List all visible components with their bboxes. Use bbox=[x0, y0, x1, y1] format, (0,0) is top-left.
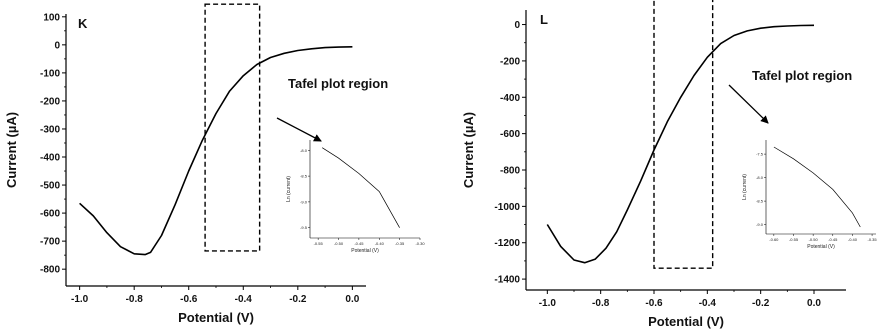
tafel-region-box bbox=[653, 0, 714, 269]
y-tick-label: -1400 bbox=[494, 275, 520, 286]
inset-y-tick-label: -7.5 bbox=[756, 152, 764, 157]
x-tick-label: -1.0 bbox=[71, 294, 89, 305]
x-axis-label: Potential (V) bbox=[648, 314, 724, 329]
y-axis-label: Current (µA) bbox=[461, 112, 476, 188]
x-tick-label: -0.6 bbox=[180, 294, 198, 305]
inset-y-axis-label: Ln (current) bbox=[286, 176, 292, 202]
x-tick-label: 0.0 bbox=[345, 294, 359, 305]
y-tick-label: -800 bbox=[500, 166, 520, 177]
y-tick-label: -500 bbox=[40, 181, 60, 192]
inset-x-tick-label: -0.30 bbox=[415, 241, 425, 246]
x-tick-label: -0.8 bbox=[126, 294, 144, 305]
inset-y-tick-label: -8.5 bbox=[300, 174, 308, 179]
inset-x-tick-label: -0.55 bbox=[314, 241, 324, 246]
inset-x-tick-label: -0.60 bbox=[769, 237, 779, 242]
inset-y-tick-label: -8.0 bbox=[756, 175, 764, 180]
inset-y-tick-label: -9.5 bbox=[300, 225, 308, 230]
panel-L: 0 -200 -400 -600 -800 -1000 -1200 -1400 -1.0 -0.8… bbox=[461, 0, 877, 329]
y-tick-label: -200 bbox=[500, 56, 520, 67]
inset-x-axis-label: Potential (V) bbox=[351, 248, 379, 254]
inset-y-tick-label: -9.0 bbox=[300, 199, 308, 204]
x-axis-label: Potential (V) bbox=[178, 310, 254, 325]
x-tick-label: -0.2 bbox=[289, 294, 307, 305]
y-tick-label: -1200 bbox=[494, 238, 520, 249]
x-tick-label: -0.4 bbox=[235, 294, 253, 305]
inset-x-tick-label: -0.40 bbox=[375, 241, 385, 246]
y-axis-label: Current (µA) bbox=[4, 112, 19, 188]
inset-series-line bbox=[322, 147, 400, 228]
y-tick-label: -100 bbox=[40, 68, 60, 79]
panel-letter: K bbox=[78, 16, 88, 31]
x-tick-label: -0.4 bbox=[699, 298, 717, 309]
y-tick-label: -300 bbox=[40, 124, 60, 135]
tafel-region-annotation: Tafel plot region bbox=[752, 68, 852, 83]
x-tick-label: -0.2 bbox=[752, 298, 770, 309]
y-tick-label: -1000 bbox=[494, 202, 520, 213]
inset-y-axis-label: Ln (current) bbox=[742, 174, 748, 200]
inset-x-tick-label: -0.55 bbox=[789, 237, 799, 242]
y-tick-label: -600 bbox=[500, 129, 520, 140]
x-tick-label: -0.6 bbox=[645, 298, 663, 309]
y-tick-label: -700 bbox=[40, 237, 60, 248]
x-tick-label: -0.8 bbox=[592, 298, 610, 309]
y-tick-label: -600 bbox=[40, 209, 60, 220]
inset-y-tick-label: -8.5 bbox=[756, 199, 764, 204]
y-tick-label: -400 bbox=[40, 153, 60, 164]
panel-K: 100 0 -100 -200 -300 -400 -500 -600 -700 -800 -1.0… bbox=[4, 3, 425, 325]
inset-x-tick-label: -0.40 bbox=[848, 237, 858, 242]
inset-x-tick-label: -0.50 bbox=[334, 241, 344, 246]
tafel-region-box bbox=[204, 3, 261, 252]
inset-x-tick-label: -0.35 bbox=[868, 237, 878, 242]
inset-y-tick-label: -9.0 bbox=[756, 222, 764, 227]
inset-x-tick-label: -0.50 bbox=[809, 237, 819, 242]
y-tick-label: 0 bbox=[54, 40, 60, 51]
inset-x-tick-label: -0.45 bbox=[354, 241, 364, 246]
y-tick-label: -400 bbox=[500, 93, 520, 104]
data-series-line bbox=[79, 46, 353, 256]
x-tick-label: 0.0 bbox=[807, 298, 821, 309]
inset-series-line bbox=[773, 146, 861, 228]
inset-plot: -7.5 -8.0 -8.5 -9.0 -0.60 -0.55 -0.50 -0.45 -0.4… bbox=[742, 140, 877, 250]
inset-x-tick-label: -0.35 bbox=[395, 241, 405, 246]
tafel-region-annotation: Tafel plot region bbox=[288, 76, 388, 91]
y-tick-label: -800 bbox=[40, 265, 60, 276]
x-tick-label: -1.0 bbox=[539, 298, 557, 309]
y-tick-label: 100 bbox=[43, 12, 60, 23]
annotation-arrow bbox=[728, 84, 769, 124]
y-tick-label: -200 bbox=[40, 96, 60, 107]
inset-y-tick-label: -8.0 bbox=[300, 148, 308, 153]
inset-plot: -8.0 -8.5 -9.0 -9.5 -0.55 -0.50 -0.45 -0.40 -0.3… bbox=[286, 140, 425, 254]
inset-x-tick-label: -0.45 bbox=[828, 237, 838, 242]
inset-x-axis-label: Potential (V) bbox=[807, 244, 835, 250]
annotation-arrow bbox=[276, 117, 322, 142]
panel-letter: L bbox=[540, 12, 548, 27]
data-series-line bbox=[546, 24, 815, 264]
y-tick-label: 0 bbox=[514, 20, 520, 31]
